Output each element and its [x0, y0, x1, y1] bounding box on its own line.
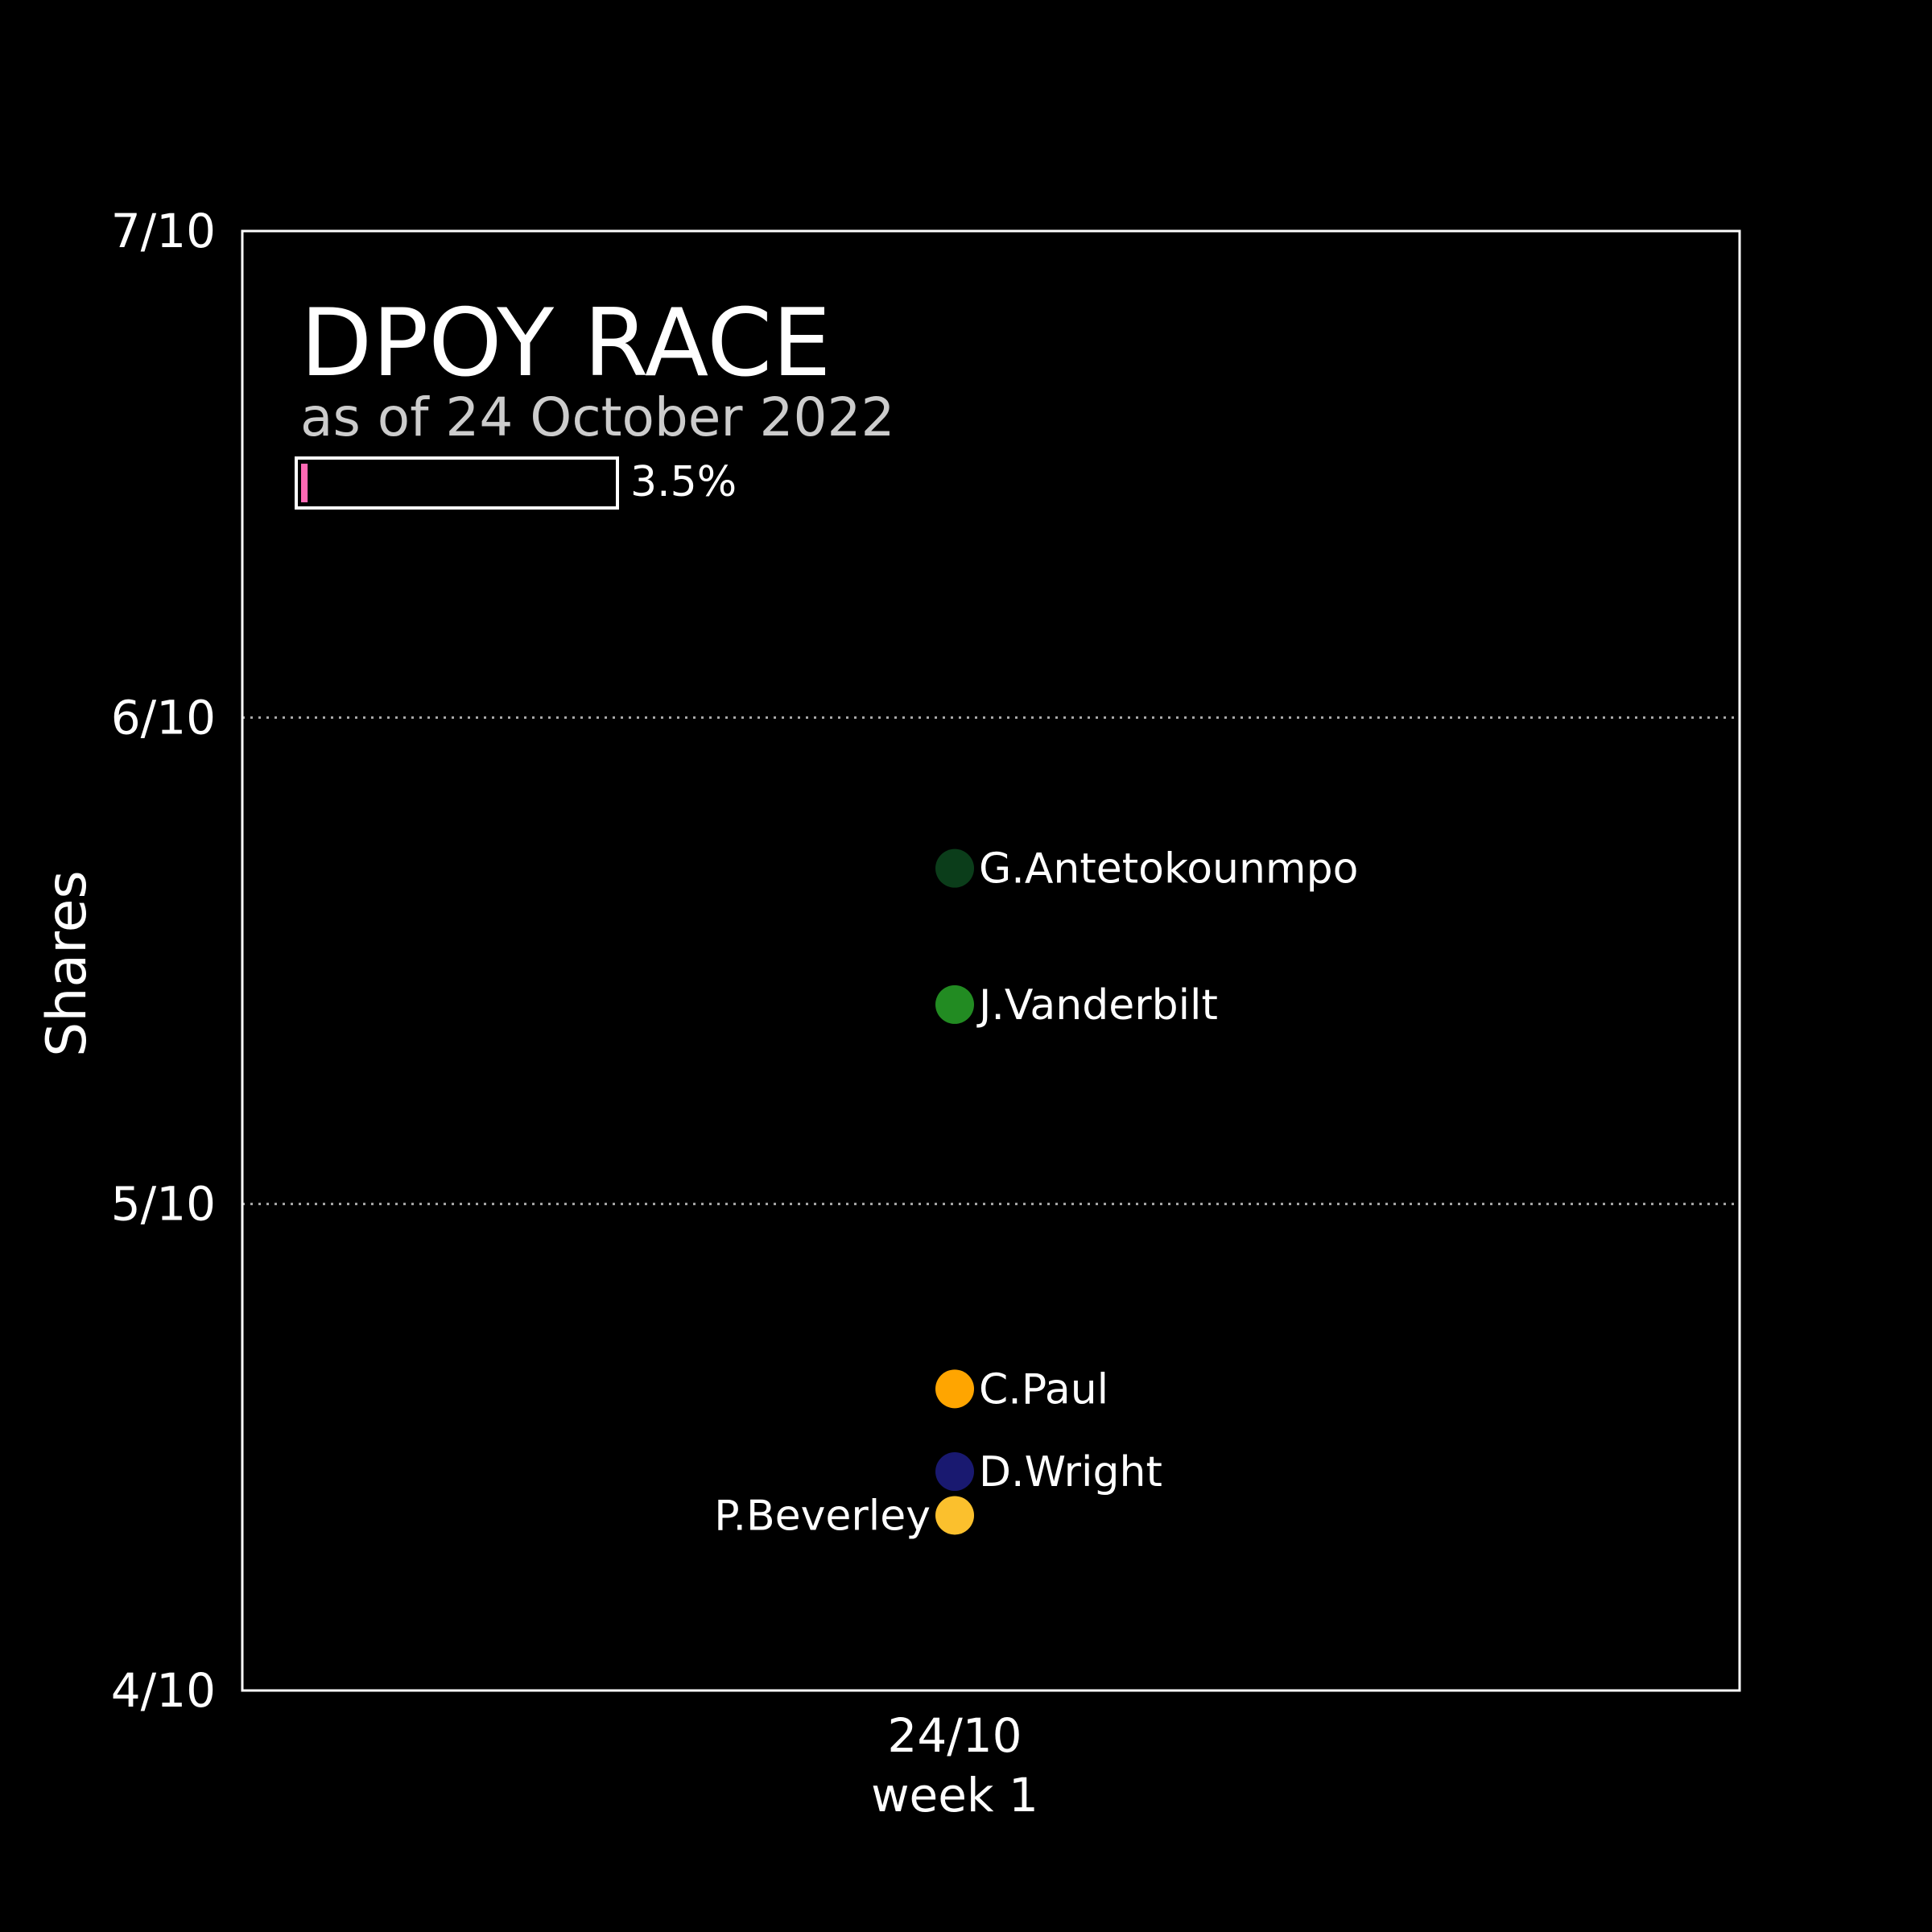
progress-bar-fill [301, 464, 308, 502]
data-point-p-beverley [935, 1496, 974, 1535]
grid-lines [242, 716, 1740, 1206]
point-label: J.Vanderbilt [976, 981, 1218, 1030]
plot-frame [241, 229, 1741, 1692]
progress-bar: 3.5% [295, 456, 737, 510]
data-point-d-wright [935, 1452, 974, 1492]
x-tick-sublabel: week 1 [871, 1768, 1038, 1823]
chart-subtitle: as of 24 October 2022 [300, 386, 894, 448]
y-tick-label: 7/10 [111, 204, 216, 258]
chart-title: DPOY RACE [300, 289, 831, 398]
y-tick-label: 6/10 [111, 690, 216, 745]
data-point-j-vanderbilt [935, 985, 974, 1024]
x-tick-label: 24/10 [887, 1708, 1022, 1763]
point-label: D.Wright [979, 1448, 1162, 1496]
data-point-c-paul [935, 1369, 974, 1409]
y-axis-label: Shares [35, 870, 99, 1057]
y-tick-label: 4/10 [111, 1663, 216, 1718]
point-label: P.Beverley [714, 1492, 931, 1540]
point-label: C.Paul [979, 1365, 1108, 1414]
progress-label: 3.5% [630, 458, 737, 506]
data-points: G.Antetokounmpo J.Vanderbilt C.Paul D.Wrigh… [714, 845, 1358, 1541]
data-point-g-antetokounmpo [935, 848, 974, 888]
y-tick-label: 5/10 [111, 1177, 216, 1232]
y-axis-ticks: 4/10 5/10 6/10 7/10 [111, 204, 216, 1718]
point-label: G.Antetokounmpo [979, 845, 1358, 894]
progress-bar-track [295, 456, 619, 510]
